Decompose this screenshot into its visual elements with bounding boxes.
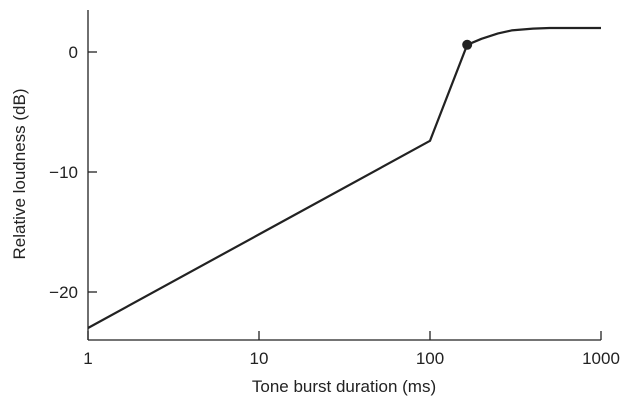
x-tick-label: 1	[83, 349, 92, 368]
plot-area: 1 10 100 1000 0 −10 −20	[49, 10, 620, 368]
y-tick-label: −20	[49, 283, 78, 302]
x-ticks: 1 10 100 1000	[83, 331, 620, 368]
x-tick-label: 10	[250, 349, 269, 368]
transition-point-marker	[462, 39, 473, 50]
x-tick-label: 1000	[582, 349, 620, 368]
y-axis-title: Relative loudness (dB)	[10, 88, 29, 259]
x-tick-label: 100	[416, 349, 444, 368]
y-tick-label: 0	[69, 43, 78, 62]
x-axis-title: Tone burst duration (ms)	[252, 377, 436, 396]
y-ticks: 0 −10 −20	[49, 43, 97, 302]
loudness-curve	[87, 26, 601, 329]
y-tick-label: −10	[49, 163, 78, 182]
